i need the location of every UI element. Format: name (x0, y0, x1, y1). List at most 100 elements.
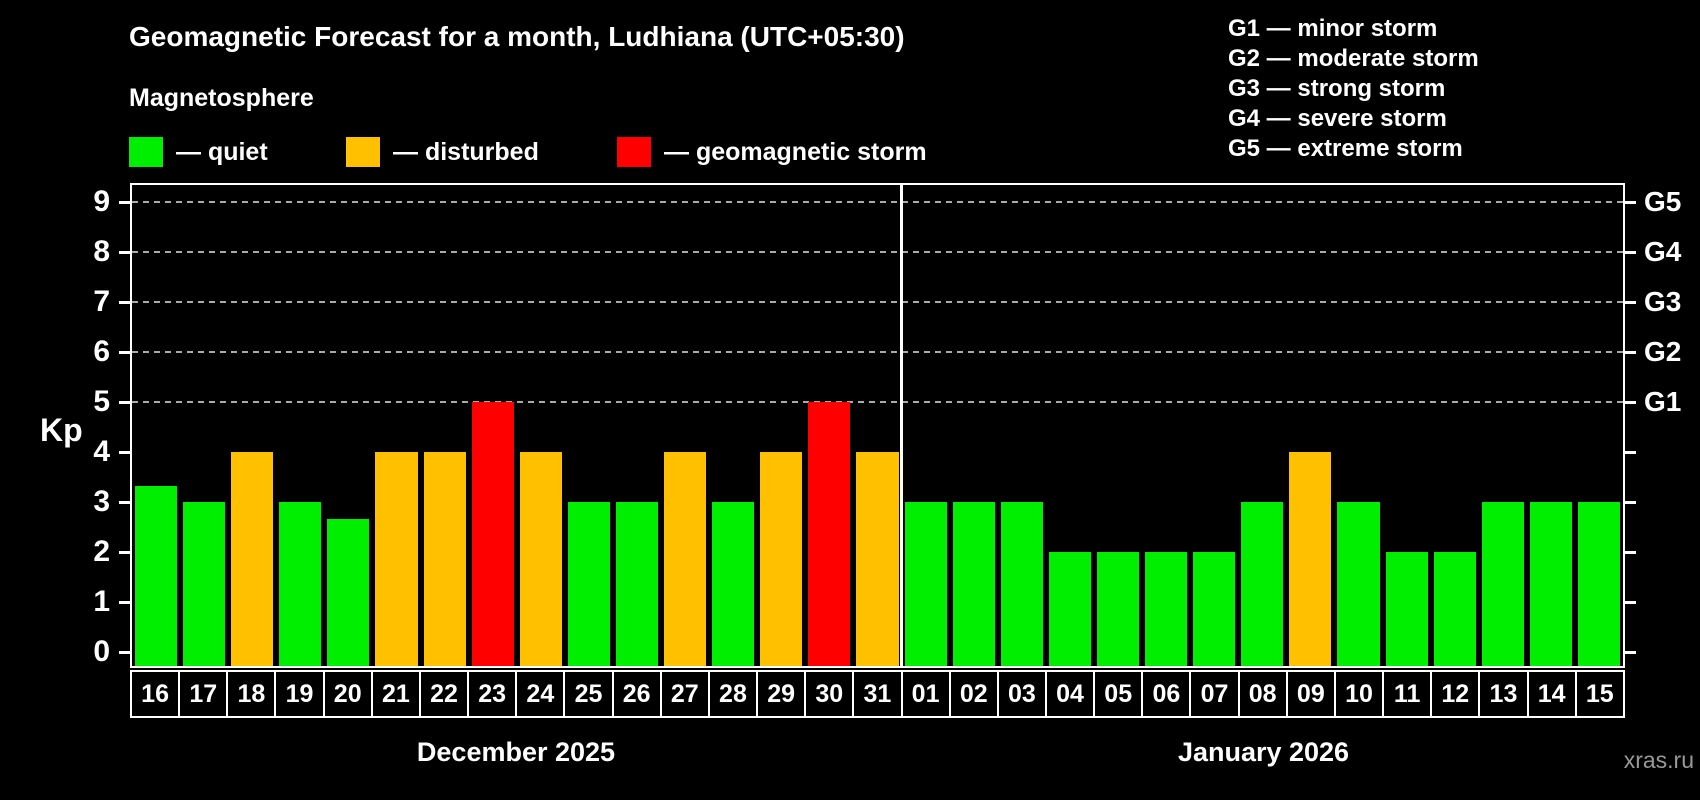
y-tick-right-1 (1625, 601, 1636, 604)
day-label-23: 23 (467, 670, 518, 718)
y-tick-2 (119, 551, 130, 554)
y-tick-right-6 (1625, 351, 1636, 354)
bar-day-09 (1289, 452, 1332, 666)
g-level-label-g1: G1 (1644, 386, 1682, 417)
y-tick-3 (119, 501, 130, 504)
bar-day-26 (615, 502, 659, 666)
bar-day-03 (1000, 502, 1043, 666)
day-label-20: 20 (322, 670, 373, 718)
bar-day-21 (375, 452, 418, 666)
day-label-29: 29 (756, 670, 807, 718)
day-label-15: 15 (1574, 670, 1625, 718)
bar-day-10 (1337, 502, 1380, 666)
bar-day-25 (567, 502, 610, 666)
bar-day-17 (183, 502, 226, 666)
bar-day-08 (1241, 502, 1284, 666)
g-level-label-g3: G3 (1644, 286, 1682, 317)
day-label-13: 13 (1478, 670, 1529, 718)
y-tick-7 (119, 301, 130, 304)
month-label-january: January 2026 (1177, 737, 1350, 767)
y-tick-right-4 (1625, 451, 1636, 454)
legend-item-quiet: — quiet (129, 137, 268, 167)
day-label-28: 28 (707, 670, 759, 718)
day-label-18: 18 (226, 670, 277, 718)
bar-day-06 (1145, 552, 1188, 666)
bar-day-18 (231, 452, 274, 666)
day-label-17: 17 (178, 670, 229, 718)
day-label-24: 24 (515, 670, 566, 718)
day-label-01: 01 (900, 670, 951, 718)
y-tick-right-5 (1625, 401, 1636, 404)
bar-day-11 (1385, 552, 1428, 666)
legend-item-storm: — geomagnetic storm (617, 137, 927, 167)
g-level-label-g4: G4 (1644, 236, 1682, 267)
day-label-07: 07 (1189, 670, 1240, 718)
gridline-kp-5 (132, 401, 1623, 403)
month-label-december: December 2025 (416, 737, 616, 767)
day-label-04: 04 (1044, 670, 1096, 718)
gridline-kp-6 (132, 351, 1623, 353)
day-label-09: 09 (1285, 670, 1336, 718)
day-label-31: 31 (852, 670, 903, 718)
y-tick-6 (119, 351, 130, 354)
bar-day-29 (760, 452, 803, 666)
y-tick-right-3 (1625, 501, 1636, 504)
g-legend-line-g1: G1 — minor storm (1228, 15, 1438, 42)
legend-storm-label: — geomagnetic storm (664, 137, 927, 166)
y-tick-label-8: 8 (93, 235, 110, 268)
day-label-10: 10 (1333, 670, 1385, 718)
y-tick-label-1: 1 (93, 585, 110, 618)
subtitle-magnetosphere: Magnetosphere (129, 84, 314, 112)
y-tick-label-5: 5 (93, 385, 110, 418)
y-tick-0 (119, 651, 130, 654)
bar-day-07 (1193, 552, 1236, 666)
bar-day-04 (1048, 552, 1091, 666)
g-level-label-g5: G5 (1644, 186, 1682, 217)
bar-day-14 (1529, 502, 1572, 666)
y-tick-8 (119, 251, 130, 254)
y-tick-label-7: 7 (93, 285, 110, 318)
g-scale-legend: G1 — minor storm G2 — moderate storm G3 — … (1228, 14, 1479, 164)
day-label-11: 11 (1382, 670, 1433, 718)
legend-item-disturbed: — disturbed (346, 137, 539, 167)
g-legend-line-g5: G5 — extreme storm (1228, 135, 1463, 162)
y-tick-label-3: 3 (93, 485, 110, 518)
y-tick-right-7 (1625, 301, 1636, 304)
day-label-27: 27 (659, 670, 710, 718)
day-label-22: 22 (418, 670, 470, 718)
day-label-19: 19 (274, 670, 325, 718)
bar-day-13 (1481, 502, 1524, 666)
bar-day-23 (471, 402, 514, 666)
g-legend-line-g3: G3 — strong storm (1228, 75, 1446, 102)
bar-day-19 (279, 502, 322, 666)
y-tick-label-0: 0 (93, 635, 110, 668)
g-level-label-g2: G2 (1644, 336, 1682, 367)
bar-day-24 (519, 452, 562, 666)
day-label-12: 12 (1430, 670, 1481, 718)
g-legend-line-g2: G2 — moderate storm (1228, 45, 1479, 72)
y-tick-5 (119, 401, 130, 404)
y-tick-9 (119, 201, 130, 204)
day-label-02: 02 (948, 670, 999, 718)
day-label-16: 16 (130, 670, 181, 718)
plot-area (130, 183, 1625, 668)
y-tick-label-9: 9 (93, 185, 110, 218)
page-title: Geomagnetic Forecast for a month, Ludhia… (129, 21, 905, 52)
bar-day-22 (423, 452, 466, 666)
bar-day-02 (952, 502, 995, 666)
month-divider-line (900, 185, 903, 666)
y-tick-1 (119, 601, 130, 604)
bar-day-12 (1433, 552, 1476, 666)
disturbed-color-swatch (346, 137, 380, 167)
bar-day-16 (135, 485, 178, 666)
y-tick-label-2: 2 (93, 535, 110, 568)
g-legend-line-g4: G4 — severe storm (1228, 105, 1447, 132)
gridline-kp-7 (132, 301, 1623, 303)
bar-day-30 (808, 402, 851, 666)
day-label-25: 25 (563, 670, 614, 718)
bar-day-20 (327, 518, 370, 666)
y-tick-label-6: 6 (93, 335, 110, 368)
gridline-kp-8 (132, 251, 1623, 253)
legend-quiet-label: — quiet (176, 137, 268, 166)
